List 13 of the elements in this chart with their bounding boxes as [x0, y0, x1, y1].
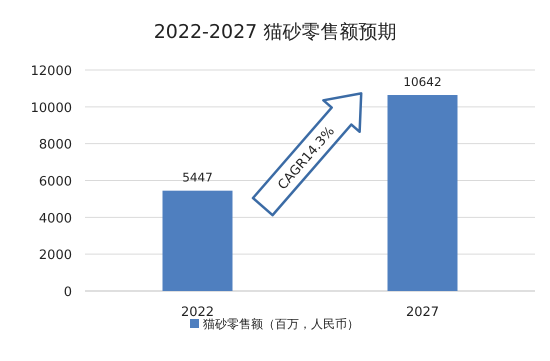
y-tick-label: 2000 [38, 248, 72, 264]
y-tick-label: 4000 [38, 211, 72, 226]
y-tick-label: 0 [64, 285, 72, 300]
x-tick-label: 2022 [180, 305, 214, 320]
legend-label: 猫砂零售额（百万，人民币） [203, 317, 359, 331]
y-tick-label: 8000 [38, 138, 72, 153]
y-tick-label: 6000 [38, 174, 72, 190]
x-tick-label: 2027 [406, 305, 440, 320]
chart-title: 2022-2027 猫砂零售额预期 [154, 21, 396, 43]
data-label: 10642 [403, 75, 442, 90]
data-label: 5447 [182, 170, 213, 185]
y-tick-label: 12000 [30, 64, 72, 79]
y-tick-label: 10000 [30, 100, 72, 116]
